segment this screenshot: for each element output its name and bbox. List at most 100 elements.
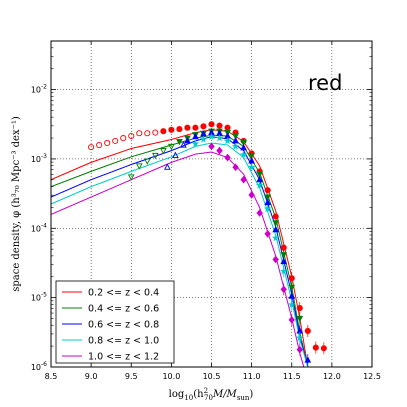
series-2-point <box>280 257 288 265</box>
x-tick-label: 9.0 <box>85 372 98 381</box>
series-0-open-point <box>96 141 103 149</box>
series-0-point <box>264 187 271 194</box>
series-4-point <box>272 255 279 264</box>
y-tick-label: 10-5 <box>31 292 47 303</box>
series-3-point <box>263 204 272 213</box>
series-3-point <box>191 139 200 147</box>
series-0-point <box>304 327 311 334</box>
series-0-extrapolation-line <box>50 139 172 181</box>
series-1-point <box>272 220 280 227</box>
series-4-point <box>264 230 271 238</box>
x-tick-label: 11.0 <box>243 372 261 381</box>
series-2-point <box>240 143 247 151</box>
series-4-point <box>296 345 303 354</box>
series-4-point <box>224 153 231 162</box>
series-4-point <box>280 285 287 294</box>
x-tick-label: 10.0 <box>162 372 180 381</box>
x-tick-label: 11.5 <box>283 372 301 381</box>
series-3-point <box>223 136 232 145</box>
series-4-point <box>256 209 263 217</box>
series-0-point <box>280 244 287 251</box>
series-0-point <box>200 123 207 130</box>
series-0-point <box>296 304 303 312</box>
series-1-point <box>288 284 296 292</box>
series-0-open-point <box>144 130 151 137</box>
series-1-point <box>264 194 272 201</box>
series-2-point <box>288 292 296 299</box>
series-0-open-point <box>112 137 119 144</box>
series-1-point <box>296 315 304 323</box>
legend: 0.2 <= z < 0.4 0.4 <= z < 0.6 0.6 <= z < 0… <box>55 280 175 364</box>
series-2-point <box>272 225 280 233</box>
series-1-point <box>176 139 183 146</box>
series-1-open-point <box>168 143 175 151</box>
series-1-open-point <box>151 152 159 160</box>
series-4-point <box>216 146 223 155</box>
series-1-point <box>232 133 239 140</box>
series-3-point <box>271 234 280 242</box>
series-0-point <box>320 345 327 352</box>
series-4-point <box>288 316 295 324</box>
x-tick-label: 9.5 <box>125 372 138 381</box>
y-tick-label: 10-3 <box>31 153 47 164</box>
series-0-point <box>208 121 215 128</box>
series-1-point <box>248 152 255 160</box>
y-tick-label: 10-6 <box>31 361 47 372</box>
series-0-point <box>216 122 223 129</box>
series-1-open-point <box>127 174 135 181</box>
series-0-point <box>176 126 183 133</box>
series-3-point <box>215 134 224 142</box>
series-2-open-point <box>180 141 187 148</box>
series-3-point <box>280 267 288 275</box>
legend-label-4: 1.0 <= z < 1.2 <box>88 352 159 363</box>
series-2-point <box>192 132 199 140</box>
series-0-open-point <box>128 132 135 140</box>
series-4-point <box>240 175 247 184</box>
series-3-point <box>199 135 208 143</box>
series-0-open-point <box>104 139 111 147</box>
data-points <box>88 121 327 367</box>
y-tick-label: 10-2 <box>31 84 47 95</box>
series-2-open-point <box>164 163 171 170</box>
x-tick-label: 8.5 <box>45 372 58 381</box>
x-tick-label: 10.5 <box>203 372 221 381</box>
y-tick-label: 10-4 <box>31 222 47 233</box>
series-2-point <box>184 137 191 144</box>
series-3-point <box>296 333 304 342</box>
annotation-label: red <box>308 71 342 95</box>
series-0-point <box>224 124 231 131</box>
legend-label-2: 0.6 <= z < 0.8 <box>88 320 159 331</box>
series-0-point <box>184 124 191 131</box>
series-3-point <box>255 181 264 189</box>
series-2-point <box>304 356 312 363</box>
series-3-point <box>207 132 216 140</box>
x-tick-label: 12.0 <box>323 372 341 381</box>
series-3-extrapolation-line <box>50 156 172 205</box>
series-3-point <box>288 300 296 308</box>
series-0-point <box>312 344 319 351</box>
x-axis-label: log10(h2 70M/Msun) <box>169 387 254 402</box>
series-1-point <box>256 171 263 179</box>
series-1-open-point <box>143 158 151 165</box>
legend-box <box>55 280 175 364</box>
x-tick-label: 12.5 <box>363 372 381 381</box>
series-1-point <box>280 252 288 259</box>
series-0-open-point <box>136 130 143 137</box>
series-0-point <box>272 213 279 220</box>
grid <box>51 41 372 367</box>
series-0-point <box>288 275 295 282</box>
series-2-point <box>264 198 272 206</box>
series-2-point <box>248 157 255 164</box>
series-1-open-point <box>160 148 167 155</box>
series-4-point <box>248 191 255 199</box>
series-0-point <box>168 126 175 133</box>
y-axis-label: space density, φ (h³₇₀ Mpc⁻³ dex⁻¹) <box>11 116 22 292</box>
series-0-open-point <box>88 144 95 151</box>
series-1-open-point <box>135 163 143 170</box>
series-0-open-point <box>152 129 159 136</box>
series-3-point <box>239 150 248 159</box>
series-0-point <box>192 124 199 131</box>
series-4-point <box>208 142 215 151</box>
series-0-point <box>160 128 167 135</box>
